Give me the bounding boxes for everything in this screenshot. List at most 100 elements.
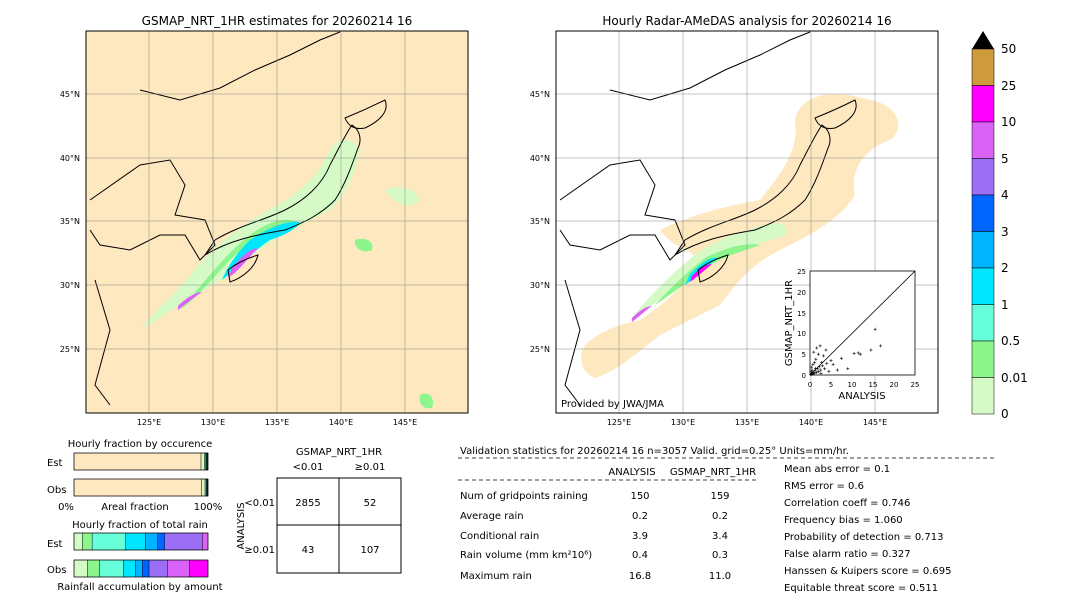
scatter-point [810,365,814,369]
scatter-point [856,351,860,355]
scatter-point [825,361,829,365]
axis-label-areal-fraction: Areal fraction [101,502,168,513]
colorbar-label: 10 [1001,115,1016,129]
left-lat-label: 35°N [60,217,80,226]
score-line: Correlation coeff = 0.746 [784,498,910,509]
stacked-bar-frame [73,452,209,471]
row-label-obs: Obs [47,485,66,496]
scatter-point [852,351,856,355]
stacked-bar-segment [73,452,202,471]
right-map-frame [555,30,939,414]
scatter-point [813,369,817,373]
right-coast-north [609,31,811,101]
score-line: Probability of detection = 0.713 [784,532,943,543]
stat-label: Rain volume (mm km²10⁶) [460,550,592,561]
stacked-bar-frame [73,559,209,578]
left-lon-label: 145°E [393,418,417,427]
occurrence-bars [73,452,209,497]
contingency-cell: 107 [360,545,379,556]
contingency-row-label: <0.01 [244,498,275,509]
right-rain-intense-1 [690,264,712,282]
contingency-table: GSMAP_NRT_1HR <0.01 ≥0.01 ANALYSIS <0.01… [236,447,402,574]
score-line: Hanssen & Kuipers score = 0.695 [784,566,951,577]
right-lon-label: 140°E [799,418,823,427]
fraction-occurrence: Hourly fraction by occurence Est Obs 0% … [47,439,222,513]
colorbar-label: 1 [1001,298,1009,312]
colorbar: 50 25 10 5 4 3 2 1 0.5 0.01 0 [971,31,1028,421]
scatter-point [816,370,820,374]
row-label-est: Est [47,539,63,550]
right-rain-intense-2 [632,306,652,322]
scatter-points [809,327,883,377]
stat-label: Average rain [460,511,524,522]
stat-analysis: 150 [630,491,649,502]
scatter-x-tick: 15 [869,381,878,389]
colorbar-extend-arrow [972,31,994,49]
scatter-point [827,369,831,373]
scatter-point [814,357,818,361]
right-lon-label: 125°E [607,418,631,427]
right-lat-label: 40°N [530,154,550,163]
scatter-point [816,367,820,371]
right-lon-label: 135°E [735,418,759,427]
right-lon-label: 145°E [863,418,887,427]
scatter-x-tick: 10 [848,381,857,389]
left-map-coastlines [89,31,387,406]
scatter-point [816,352,820,356]
total-rain-bars [73,532,209,578]
contingency-col-label: ≥0.01 [355,462,386,473]
left-map: GSMAP_NRT_1HR estimates for 20260214 16 [60,14,469,427]
scatter-point [846,367,850,371]
contingency-cell: 2855 [295,498,320,509]
colorbar-label: 0.01 [1001,371,1028,385]
row-label-est: Est [47,458,63,469]
left-lon-label: 125°E [137,418,161,427]
stacked-bar-segment [135,559,143,578]
scatter-point [813,361,817,365]
right-lat-label: 30°N [530,281,550,290]
data-credit: Provided by JWA/JMA [561,399,664,410]
left-map-frame [85,30,469,414]
right-lat-label: 45°N [530,90,550,99]
scatter-y-tick: 5 [802,351,806,359]
right-map-rain-field [630,223,787,322]
scatter-point [869,348,873,352]
scatter-point [821,364,825,368]
left-map-title: GSMAP_NRT_1HR estimates for 20260214 16 [142,14,413,28]
scatter-inset: 0 5 10 15 20 25 0 5 10 15 20 25 ANALYSIS… [784,268,919,402]
stat-gsmap: 159 [710,491,729,502]
stacked-bar-segment [164,532,203,551]
fraction-total-rain: Hourly fraction of total rain Est Obs Ra… [47,520,223,593]
scatter-y-tick: 20 [797,289,806,297]
stacked-bar-segment [73,532,83,551]
right-map: Hourly Radar-AMeDAS analysis for 2026021… [530,14,939,427]
scatter-x-tick: 5 [829,381,833,389]
stat-analysis: 3.9 [632,531,648,542]
colorbar-box [971,340,995,378]
scatter-point [824,348,828,352]
scatter-point [812,371,816,375]
stacked-bar-segment [123,559,136,578]
left-rain-intense-1 [228,248,258,278]
scatter-point [831,363,835,367]
score-line: False alarm ratio = 0.327 [784,549,911,560]
scatter-point [810,368,814,372]
colorbar-box [971,85,995,123]
scatter-point [829,358,833,362]
right-coast-mainland [559,159,686,261]
stat-label: Maximum rain [460,571,532,582]
right-coast-south [564,279,581,406]
left-lat-label: 45°N [60,90,80,99]
stacked-bar-segment [201,478,206,497]
contingency-col-title: GSMAP_NRT_1HR [296,447,382,458]
stacked-bar-segment [189,559,209,578]
scatter-point [820,361,824,365]
stacked-bar-segment [125,532,146,551]
col-header-gsmap: GSMAP_NRT_1HR [670,467,756,478]
scatter-x-tick: 20 [890,381,899,389]
stat-analysis: 16.8 [629,571,651,582]
stat-gsmap: 0.3 [712,550,728,561]
axis-label-0pct: 0% [58,502,74,513]
